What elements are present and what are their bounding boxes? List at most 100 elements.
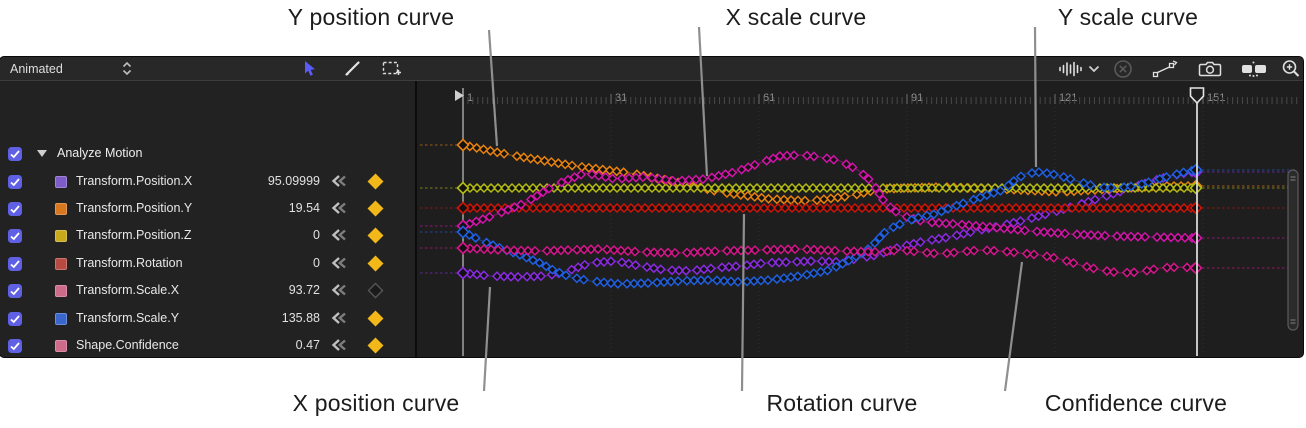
group-row-analyze-motion[interactable]: Analyze Motion (0, 141, 415, 167)
select-arrow-icon (304, 61, 315, 76)
check-icon (10, 260, 20, 268)
chevron-down-icon (1088, 65, 1100, 72)
curve-color-swatch (55, 285, 67, 298)
keyframe-diamond-icon[interactable] (367, 200, 384, 217)
check-icon (10, 205, 20, 214)
curve-color-swatch (55, 339, 67, 352)
row-checkbox[interactable] (8, 174, 22, 189)
parameter-value[interactable]: 0 (313, 255, 320, 270)
curve-Transform.Position.Y[interactable] (420, 138, 1297, 206)
pen-icon (345, 61, 360, 76)
parameter-name: Transform.Position.Z (76, 228, 192, 243)
check-icon (10, 287, 20, 296)
curve-Shape.Confidence[interactable] (420, 241, 1297, 278)
previous-keyframe-button[interactable] (331, 311, 348, 330)
parameter-row[interactable]: Shape.Confidence 0.47 (0, 333, 415, 359)
popup-updown-chevron-icon[interactable] (122, 61, 132, 76)
parameter-row[interactable]: Transform.Scale.X 93.72 (0, 278, 415, 304)
parameter-row[interactable]: Transform.Position.X 95.09999 (0, 169, 415, 195)
keyframe-button[interactable] (367, 200, 384, 222)
clear-curve-snapshot-button[interactable] (1108, 59, 1138, 78)
ruler-frame-label: 1 (467, 92, 473, 104)
previous-keyframe-icon[interactable] (331, 201, 348, 215)
annotation-y-scale-curve: Y scale curve (1057, 4, 1199, 30)
curve-color-swatch (55, 175, 67, 188)
previous-keyframe-button[interactable] (331, 338, 348, 357)
parameter-row[interactable]: Transform.Position.Y 19.54 (0, 196, 415, 222)
row-checkbox[interactable] (8, 147, 22, 161)
keyframe-button[interactable] (367, 337, 384, 359)
parameter-value[interactable]: 0 (313, 228, 320, 243)
previous-keyframe-icon[interactable] (331, 256, 348, 270)
keyframe-diamond-icon[interactable] (367, 173, 384, 190)
row-checkbox[interactable] (8, 284, 22, 299)
pen-tool-button[interactable] (340, 59, 366, 78)
annotation-x-position-curve: X position curve (292, 390, 460, 416)
curve-set-popup[interactable]: Animated (10, 60, 63, 77)
keyframe-button[interactable] (367, 255, 384, 277)
previous-keyframe-button[interactable] (331, 228, 348, 247)
previous-keyframe-icon[interactable] (331, 228, 348, 242)
row-checkbox[interactable] (8, 338, 22, 353)
annotation-x-scale-curve: X scale curve (725, 4, 867, 30)
keyframe-button[interactable] (367, 227, 384, 249)
keyframe-button[interactable] (367, 282, 384, 304)
keyframe-diamond-icon[interactable] (367, 255, 384, 272)
curve-Transform.Scale.Y[interactable] (420, 163, 1297, 289)
parameter-value[interactable]: 0.47 (295, 337, 320, 352)
box-select-tool-button[interactable] (379, 59, 405, 78)
zoom-button[interactable] (1276, 59, 1306, 78)
row-checkbox[interactable] (8, 229, 22, 244)
keyframe-diamond-icon[interactable] (367, 310, 384, 327)
curve-Transform.Rotation[interactable] (420, 201, 1297, 215)
annotation-rotation-curve: Rotation curve (766, 390, 918, 416)
curve-Transform.Scale.X[interactable] (420, 150, 1297, 245)
play-range-start-marker[interactable] (455, 90, 464, 101)
curve-graph[interactable]: 1316191121151 (417, 81, 1303, 357)
select-tool-button[interactable] (296, 59, 322, 78)
row-checkbox[interactable] (8, 311, 22, 326)
ruler[interactable]: 1316191121151 (462, 92, 1298, 104)
previous-keyframe-icon[interactable] (331, 174, 348, 188)
previous-keyframe-button[interactable] (331, 256, 348, 275)
curve-color-swatch (55, 312, 67, 325)
parameter-value[interactable]: 135.88 (281, 310, 320, 325)
show-audio-waveform-button[interactable] (1056, 59, 1086, 78)
group-label: Analyze Motion (57, 146, 143, 160)
keyframe-button[interactable] (367, 173, 384, 195)
keyframe-button[interactable] (367, 310, 384, 332)
previous-keyframe-icon[interactable] (331, 311, 348, 325)
previous-keyframe-button[interactable] (331, 174, 348, 193)
disclosure-triangle-icon[interactable] (37, 150, 47, 157)
fit-curves-button[interactable] (1239, 59, 1269, 78)
parameter-value[interactable]: 93.72 (288, 283, 320, 298)
waveform-popup-button[interactable] (1085, 59, 1103, 78)
parameter-row[interactable]: Transform.Rotation 0 (0, 251, 415, 277)
vertical-scrollbar[interactable] (1287, 169, 1299, 331)
keyframe-diamond-icon[interactable] (367, 227, 384, 244)
previous-keyframe-icon[interactable] (331, 338, 348, 352)
check-icon (10, 314, 20, 323)
keyframe-diamond-icon[interactable] (367, 282, 384, 299)
keyframe-markers (457, 202, 1197, 214)
row-checkbox[interactable] (8, 256, 22, 271)
curve-color-swatch (55, 257, 67, 270)
curve-snapshot-button[interactable] (1150, 59, 1180, 78)
row-checkbox[interactable] (8, 201, 22, 216)
annotation-y-position-curve: Y position curve (287, 4, 455, 30)
previous-keyframe-button[interactable] (331, 201, 348, 220)
previous-keyframe-icon[interactable] (331, 283, 348, 297)
previous-keyframe-button[interactable] (331, 283, 348, 302)
take-snapshot-button[interactable] (1195, 59, 1225, 78)
parameter-row[interactable]: Transform.Position.Z 0 (0, 223, 415, 249)
playhead-marker[interactable] (1189, 87, 1205, 105)
audio-waveform-icon (1059, 61, 1082, 76)
keyframe-diamond-icon[interactable] (367, 337, 384, 354)
parameter-value[interactable]: 95.09999 (267, 173, 320, 188)
keyframe-editor-panel: Animated (0, 57, 1303, 357)
ruler-frame-label: 121 (1059, 92, 1077, 104)
parameter-row[interactable]: Transform.Scale.Y 135.88 (0, 306, 415, 332)
check-icon (10, 177, 20, 186)
parameter-value[interactable]: 19.54 (288, 200, 320, 215)
